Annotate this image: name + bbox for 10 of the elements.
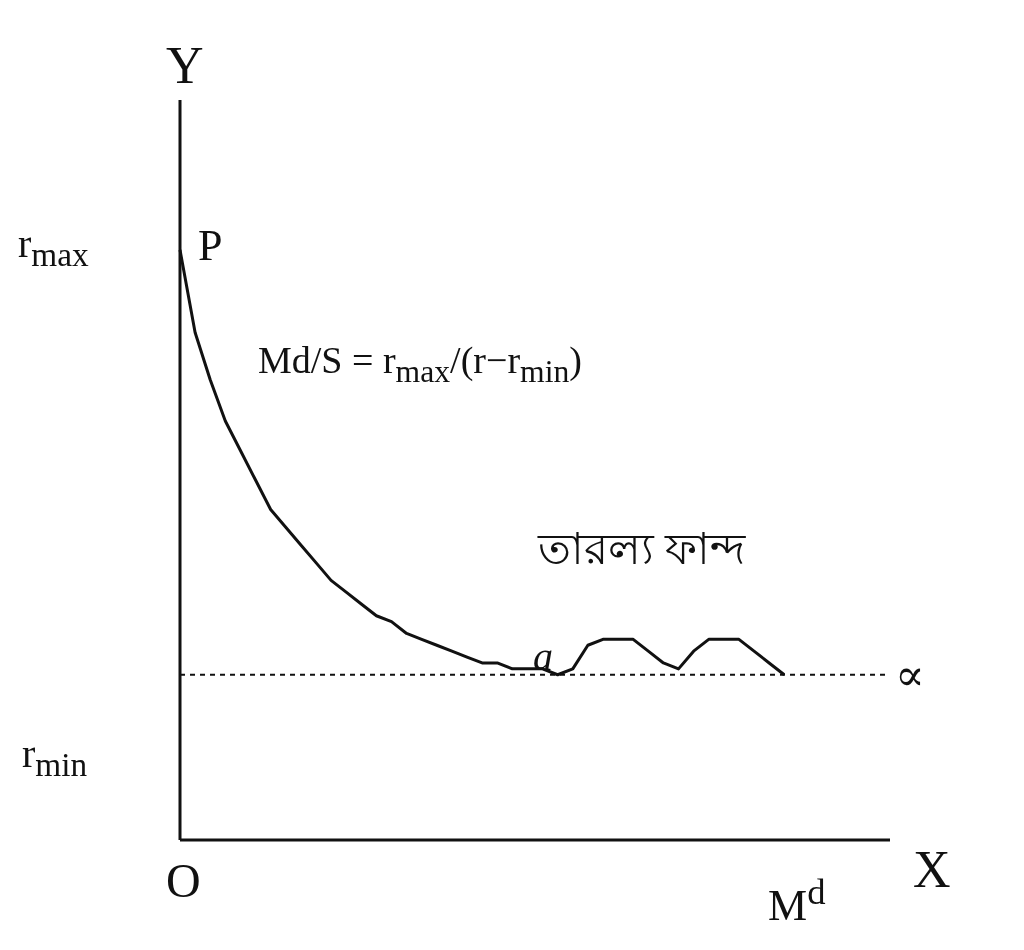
- annotation: তারল্য ফান্দ: [538, 524, 745, 576]
- ref-line-label: ∝: [895, 651, 925, 701]
- annotation: P: [198, 220, 223, 271]
- text: M$^{d}$: [768, 870, 826, 931]
- y-axis-title: Y: [166, 36, 204, 95]
- text: r$_{max}$: [18, 220, 89, 274]
- annotation: Md/S = r$_{max}$/(r−r$_{min}$): [258, 338, 582, 390]
- text: r$_{min}$: [22, 730, 88, 784]
- x-axis-title: X: [913, 840, 951, 899]
- text: O: [166, 853, 201, 908]
